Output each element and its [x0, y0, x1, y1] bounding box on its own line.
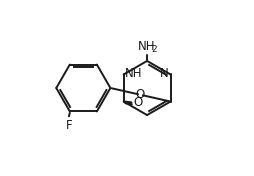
- Text: NH: NH: [137, 40, 155, 53]
- Text: 2: 2: [151, 45, 156, 54]
- Text: F: F: [66, 119, 72, 132]
- Text: O: O: [133, 96, 142, 109]
- Text: O: O: [136, 88, 145, 101]
- Text: NH: NH: [125, 67, 142, 80]
- Text: N: N: [160, 67, 169, 80]
